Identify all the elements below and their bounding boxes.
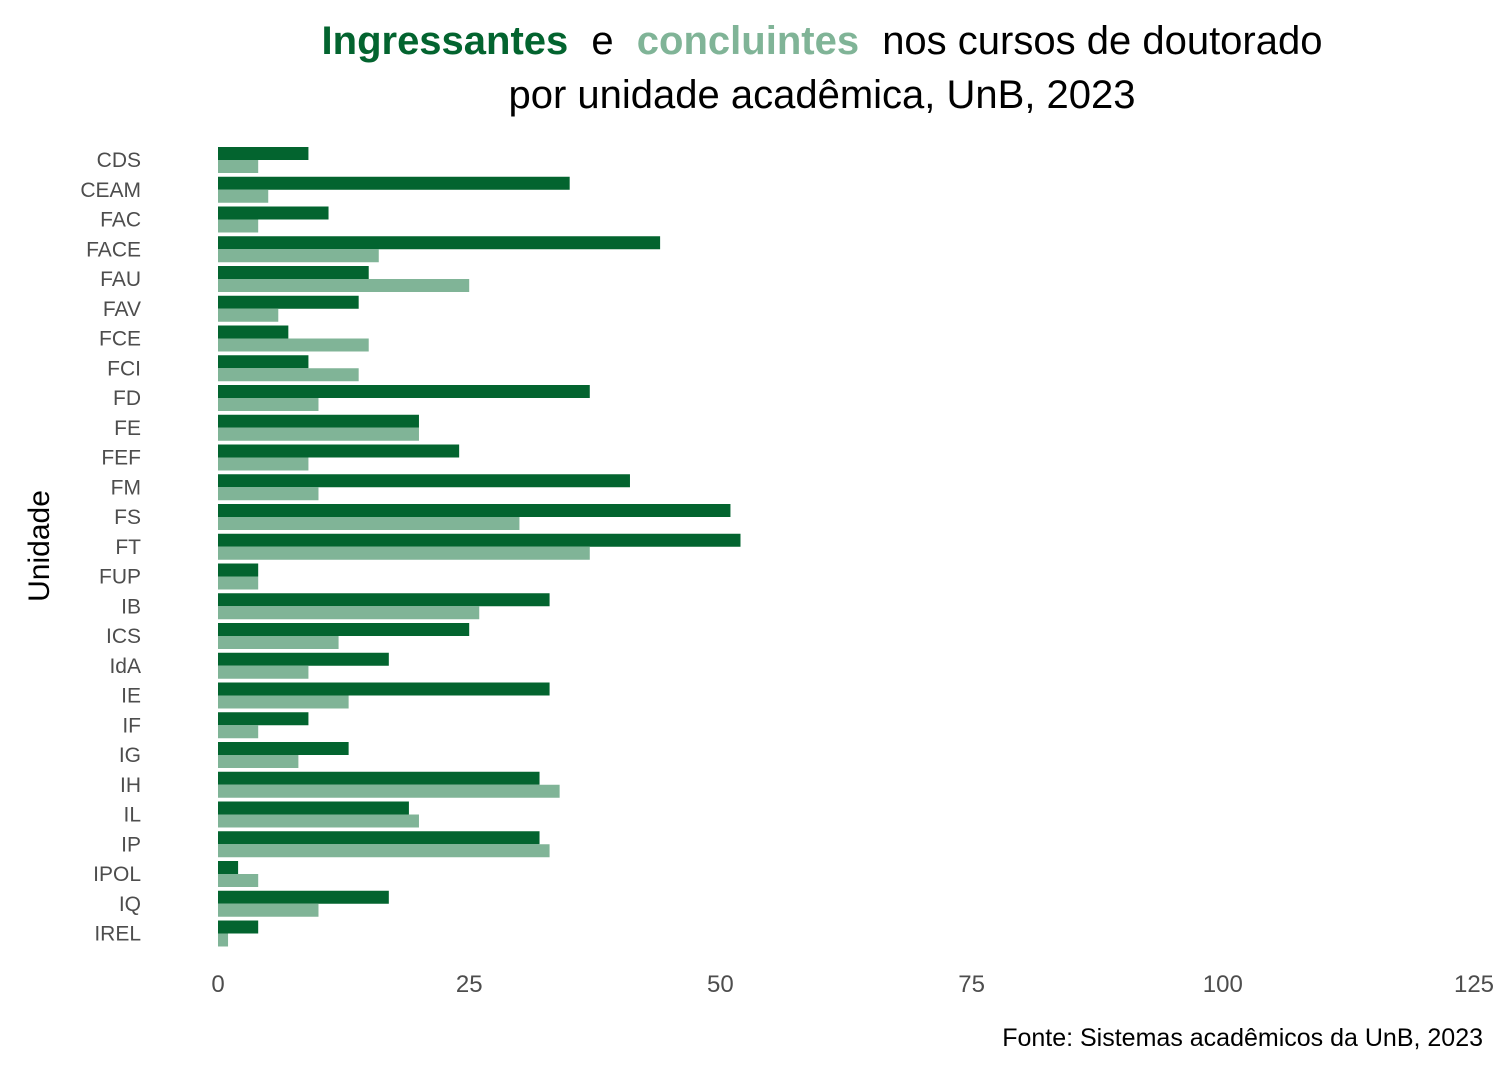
bar-ingressantes-fci: [218, 355, 309, 369]
bar-ingressantes-ft: [218, 533, 741, 547]
category-label-ft: FT: [115, 536, 141, 559]
bar-ingressantes-ih: [218, 771, 540, 785]
bar-ingressantes-ib: [218, 593, 550, 607]
bar-ingressantes-fe: [218, 414, 419, 428]
bar-concluintes-face: [218, 249, 379, 263]
bar-concluintes-ip: [218, 844, 550, 858]
x-tick-label-75: 75: [958, 971, 985, 998]
category-label-ipol: IPOL: [93, 863, 141, 886]
bar-concluintes-ib: [218, 606, 480, 620]
category-label-fd: FD: [113, 387, 141, 410]
bar-concluintes-ipol: [218, 874, 259, 887]
category-label-fac: FAC: [100, 209, 141, 232]
category-label-ib: IB: [121, 595, 141, 618]
title-joiner: e: [591, 19, 613, 63]
category-label-iq: IQ: [119, 893, 141, 916]
category-label-fs: FS: [114, 506, 141, 529]
bar-concluintes-fau: [218, 279, 470, 292]
category-label-fau: FAU: [100, 268, 141, 291]
category-label-ig: IG: [119, 744, 141, 767]
category-label-fup: FUP: [99, 566, 141, 589]
category-label-face: FACE: [86, 238, 141, 261]
bar-concluintes-ie: [218, 695, 349, 709]
bar-concluintes-fm: [218, 487, 319, 501]
category-label-ceam: CEAM: [80, 179, 141, 202]
bar-concluintes-fce: [218, 338, 369, 352]
category-label-fe: FE: [114, 417, 141, 440]
y-axis-title: Unidade: [23, 490, 56, 602]
bar-ingressantes-fav: [218, 295, 359, 309]
bar-ingressantes-ig: [218, 742, 349, 755]
category-label-ip: IP: [121, 833, 141, 856]
bar-ingressantes-fm: [218, 474, 630, 488]
bar-concluintes-ih: [218, 784, 560, 798]
bar-concluintes-cds: [218, 160, 259, 173]
category-label-cds: CDS: [97, 149, 141, 172]
bar-ingressantes-fef: [218, 444, 460, 458]
category-label-fav: FAV: [103, 298, 141, 321]
bar-ingressantes-fd: [218, 385, 590, 398]
bar-ingressantes-fs: [218, 504, 731, 517]
bar-ingressantes-il: [218, 801, 409, 815]
x-tick-label-0: 0: [211, 971, 224, 998]
category-label-ih: IH: [120, 774, 141, 797]
bar-ingressantes-fup: [218, 563, 259, 577]
bar-concluintes-fav: [218, 308, 279, 322]
x-tick-label-125: 125: [1454, 971, 1494, 998]
x-tick-label-50: 50: [707, 971, 734, 998]
title-rest: nos cursos de doutorado: [882, 19, 1322, 63]
category-label-irel: IREL: [94, 923, 141, 946]
bar-concluintes-fac: [218, 219, 259, 233]
bar-concluintes-fef: [218, 457, 309, 471]
category-labels: CDS CEAM FAC FACE FAU FAV FCE FCI FD FE FEF FM FS FT F…: [80, 149, 141, 946]
bar-concluintes-fci: [218, 368, 359, 382]
bar-ingressantes-cds: [218, 147, 309, 160]
category-label-il: IL: [123, 804, 141, 827]
bar-concluintes-ida: [218, 665, 309, 679]
bar-ingressantes-fac: [218, 206, 329, 220]
bar-concluintes-fe: [218, 427, 419, 441]
bar-ingressantes-ie: [218, 682, 550, 696]
title-concluintes: concluintes: [637, 19, 859, 63]
bar-concluintes-ft: [218, 546, 590, 560]
bar-ingressantes-ceam: [218, 176, 570, 190]
bar-concluintes-iq: [218, 903, 319, 917]
bar-ingressantes-fau: [218, 266, 369, 279]
bar-ingressantes-face: [218, 236, 661, 250]
bar-ingressantes-if: [218, 712, 309, 726]
category-label-ie: IE: [121, 685, 141, 708]
category-label-fm: FM: [111, 476, 141, 499]
bar-concluintes-il: [218, 814, 419, 828]
category-label-fce: FCE: [99, 328, 141, 351]
category-label-fef: FEF: [101, 447, 141, 470]
chart-title-line2: por unidade acadêmica, UnB, 2023: [508, 73, 1135, 117]
x-tick-label-25: 25: [456, 971, 483, 998]
category-label-if: IF: [122, 714, 141, 737]
x-tick-labels: 0 25 50 75 100 125: [211, 971, 1494, 998]
bar-ingressantes-ics: [218, 623, 470, 636]
bar-ingressantes-ip: [218, 831, 540, 845]
bar-concluintes-ceam: [218, 189, 269, 203]
bar-concluintes-if: [218, 725, 259, 739]
chart-title-line1: Ingressantes e concluintes nos cursos de…: [322, 19, 1323, 63]
bar-concluintes-ig: [218, 755, 299, 768]
bar-concluintes-fup: [218, 576, 259, 590]
category-label-fci: FCI: [107, 357, 141, 380]
category-label-ida: IdA: [109, 655, 141, 678]
bar-ingressantes-ipol: [218, 861, 239, 874]
bar-concluintes-fd: [218, 398, 319, 411]
bar-ingressantes-fce: [218, 325, 289, 339]
bar-concluintes-irel: [218, 933, 229, 947]
bar-concluintes-fs: [218, 517, 520, 530]
category-label-ics: ICS: [106, 625, 141, 648]
title-ingressantes: Ingressantes: [322, 19, 569, 63]
bar-ingressantes-ida: [218, 652, 389, 666]
x-tick-label-100: 100: [1203, 971, 1243, 998]
bar-ingressantes-irel: [218, 920, 259, 934]
bars-group: [218, 147, 741, 947]
bar-ingressantes-iq: [218, 890, 389, 904]
bar-concluintes-ics: [218, 636, 339, 649]
source-caption: Fonte: Sistemas acadêmicos da UnB, 2023: [1002, 1024, 1483, 1052]
